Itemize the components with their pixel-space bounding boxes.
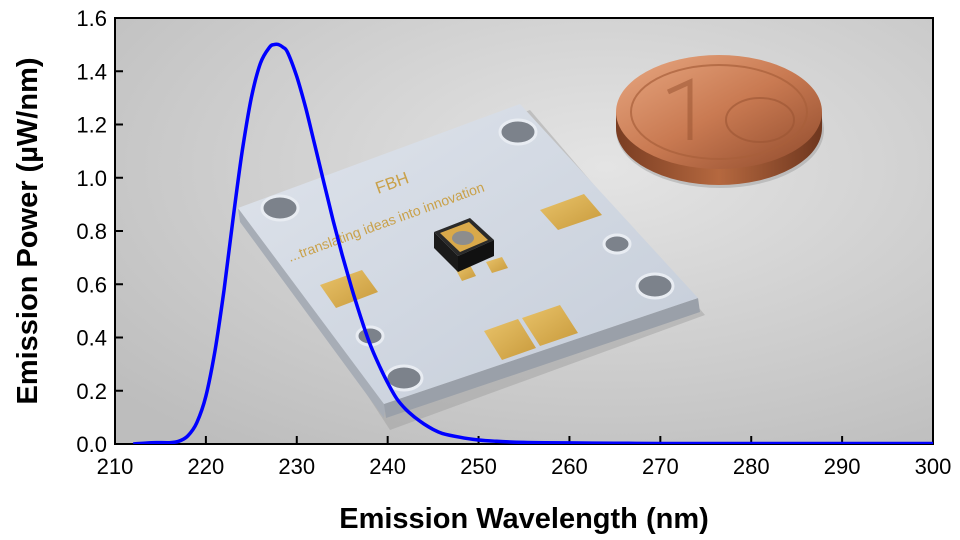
- gold-pads: [320, 194, 602, 360]
- mounting-holes: [260, 118, 675, 392]
- x-tick-label: 290: [824, 454, 861, 479]
- x-tick-label: 260: [551, 454, 588, 479]
- y-axis-title: Emission Power (µW/nm): [12, 57, 44, 404]
- y-tick-label: 0.2: [76, 379, 107, 404]
- y-tick-label: 0.4: [76, 326, 107, 351]
- led-chip: [434, 218, 494, 272]
- y-tick-label: 1.4: [76, 59, 107, 84]
- emission-spectrum-line: [133, 42, 933, 444]
- coin-image: [616, 55, 824, 188]
- x-axis-title: Emission Wavelength (nm): [339, 503, 709, 535]
- board-edge-right: [384, 298, 700, 418]
- x-axis-ticks: 210 220 230 240 250 260 270 280 290 300: [97, 436, 952, 479]
- y-tick-label: 1.0: [76, 166, 107, 191]
- x-tick-label: 230: [278, 454, 315, 479]
- board-edge: [238, 208, 386, 418]
- x-tick-label: 270: [642, 454, 679, 479]
- background-photo: FBH ...translating ideas into innovation: [115, 18, 933, 444]
- y-tick-label: 0.0: [76, 432, 107, 457]
- x-tick-label: 300: [915, 454, 952, 479]
- y-axis-ticks: 0.0 0.2 0.4 0.6 0.8 1.0 1.2 1.4 1.6: [76, 6, 123, 457]
- x-tick-label: 210: [97, 454, 134, 479]
- y-tick-label: 0.6: [76, 272, 107, 297]
- x-tick-label: 220: [188, 454, 225, 479]
- y-tick-label: 1.2: [76, 113, 107, 138]
- x-tick-label: 250: [460, 454, 497, 479]
- y-tick-label: 0.8: [76, 219, 107, 244]
- y-tick-label: 1.6: [76, 6, 107, 31]
- x-tick-label: 240: [369, 454, 406, 479]
- x-tick-label: 280: [733, 454, 770, 479]
